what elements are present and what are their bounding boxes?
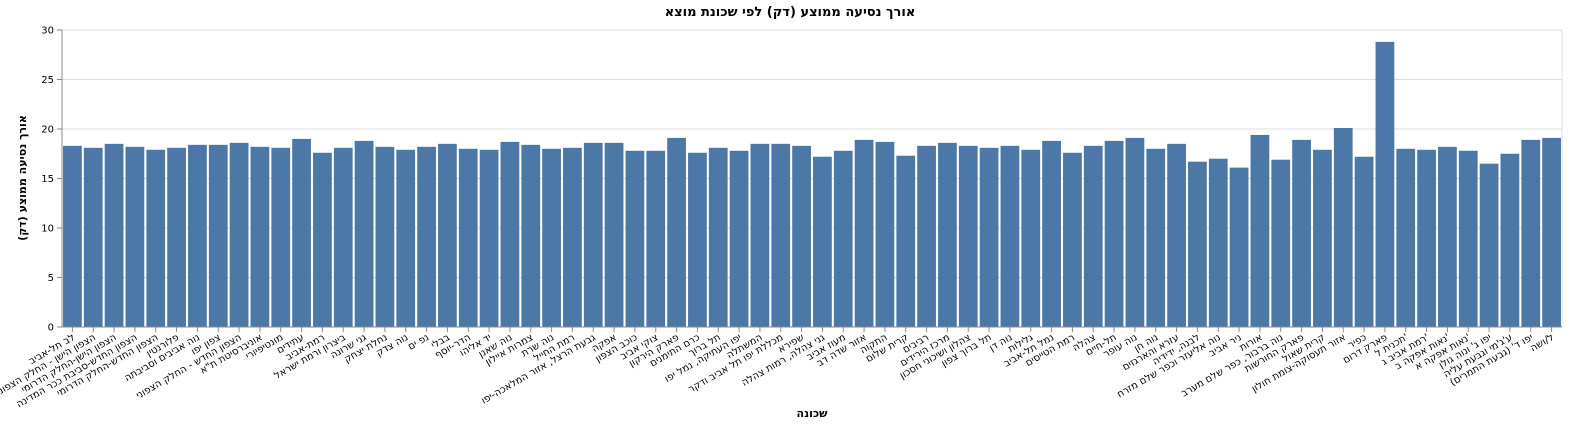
bar <box>896 155 916 327</box>
bar <box>1438 146 1457 327</box>
bar <box>396 149 416 327</box>
x-tick-label: ל/ושה <box>1529 332 1557 354</box>
bar <box>833 150 853 327</box>
x-tick-label: נפ ים <box>406 332 431 353</box>
y-tick-label: 0 <box>48 323 54 334</box>
bar <box>438 143 457 327</box>
bar <box>1500 153 1520 327</box>
bar <box>375 146 395 327</box>
bar <box>771 143 791 327</box>
bar <box>458 148 478 327</box>
bar <box>271 147 291 327</box>
bar <box>208 144 228 327</box>
bar <box>1083 145 1103 327</box>
bar <box>1521 139 1541 327</box>
bar <box>875 141 895 327</box>
bar <box>292 138 311 327</box>
bar <box>250 146 270 327</box>
bar <box>604 142 624 327</box>
bar <box>646 150 666 327</box>
bar <box>1333 128 1353 327</box>
bar <box>750 143 770 327</box>
y-tick-label: 10 <box>41 224 54 235</box>
bar <box>188 144 207 327</box>
bar <box>979 147 999 327</box>
bar <box>625 150 645 327</box>
bar <box>688 152 707 327</box>
bar <box>1542 137 1561 327</box>
bar <box>104 143 124 327</box>
bar <box>1146 148 1166 327</box>
bar <box>333 147 353 327</box>
y-axis-title: אורך נסיעה ממוצע (דק) <box>16 115 29 241</box>
chart-title: אורך נסיעה ממוצע (דק) לפי שכונת מוצא <box>665 5 916 20</box>
bar <box>1271 159 1291 327</box>
y-tick-label: 20 <box>41 125 54 136</box>
bar <box>479 149 499 327</box>
bar <box>1104 140 1124 327</box>
bar <box>1125 137 1145 327</box>
bar <box>792 145 811 327</box>
bar <box>417 146 436 327</box>
bar <box>708 147 728 327</box>
bar <box>917 145 936 327</box>
y-tick-label: 30 <box>41 26 54 37</box>
x-axis-title: שכונה <box>797 407 829 420</box>
bar <box>958 145 978 327</box>
bar <box>500 141 520 327</box>
bar <box>1229 167 1249 327</box>
bar <box>1021 149 1041 327</box>
bar <box>313 152 332 327</box>
bar <box>63 145 82 327</box>
bar <box>125 146 145 327</box>
bar <box>729 150 749 327</box>
y-tick-label: 5 <box>48 273 54 284</box>
y-tick-label: 25 <box>41 75 54 86</box>
bar <box>1250 134 1270 327</box>
bar <box>854 139 874 327</box>
bar <box>521 144 541 327</box>
bar <box>1354 156 1374 327</box>
bar <box>667 137 686 327</box>
bar <box>583 142 603 327</box>
bar <box>1000 145 1020 327</box>
bar <box>938 142 957 327</box>
bar <box>1375 41 1395 327</box>
bar <box>167 147 186 327</box>
bar <box>542 148 561 327</box>
bar <box>1167 143 1186 327</box>
bar <box>1396 148 1416 327</box>
bar <box>1063 152 1082 327</box>
bar <box>146 149 166 327</box>
bar <box>1042 140 1061 327</box>
bar <box>1458 150 1478 327</box>
bar <box>1292 139 1311 327</box>
bar <box>1188 161 1207 327</box>
bar <box>1479 163 1499 327</box>
bar <box>1417 149 1436 327</box>
bar <box>83 147 103 327</box>
bar <box>813 156 832 327</box>
bar <box>1313 149 1332 327</box>
bar <box>1208 158 1228 327</box>
bar <box>563 147 582 327</box>
bar <box>229 142 249 327</box>
y-tick-label: 15 <box>41 174 54 185</box>
bar <box>354 140 374 327</box>
